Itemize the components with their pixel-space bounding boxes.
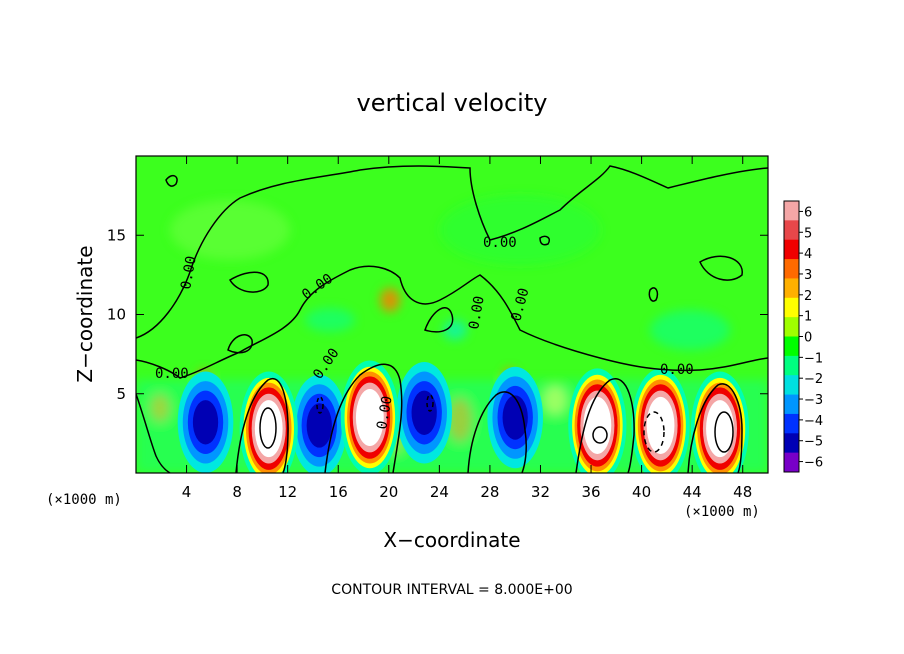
colorbar-bands <box>784 201 799 473</box>
colorbar-band <box>784 336 799 357</box>
x-axis-unit: (×1000 m) <box>684 504 760 520</box>
chart-title: vertical velocity <box>357 89 548 117</box>
colorbar-band <box>784 452 799 473</box>
colorbar-tick-label: 2 <box>804 289 812 304</box>
colorbar-band <box>784 278 799 299</box>
updraft-ring <box>706 400 734 458</box>
colorbar-tick-label: 0 <box>804 331 812 346</box>
updraft-cores <box>239 360 750 473</box>
downdraft-ring <box>306 403 332 448</box>
x-axis-label: X−coordinate <box>383 528 520 552</box>
colorbar-tick-label: −1 <box>804 351 823 366</box>
updraft-ring <box>583 396 612 454</box>
colorbar-tick-label: −6 <box>804 456 823 471</box>
x-tick-label: 36 <box>581 483 600 501</box>
x-tick-label: 20 <box>379 483 398 501</box>
colorbar-band <box>784 201 799 221</box>
contour-interval: CONTOUR INTERVAL = 8.000E+00 <box>331 582 572 598</box>
x-tick-label: 32 <box>531 483 550 501</box>
y-tick-label: 15 <box>107 226 126 244</box>
downdraft-ring <box>502 395 528 440</box>
contour-label: 0.00 <box>483 235 517 251</box>
colorbar-band <box>784 355 799 376</box>
x-tick-label: 40 <box>632 483 651 501</box>
colorbar-band <box>784 317 799 337</box>
plot-field: 0.00 0.00 0.00 0.00 0.00 0.00 0.00 0.00 … <box>136 156 768 473</box>
contour-label: 0.00 <box>466 295 488 331</box>
colorbar-tick-label: 1 <box>804 310 812 325</box>
colorbar-tick-label: 5 <box>804 226 812 241</box>
x-tick-label: 28 <box>480 483 499 501</box>
updraft-ring <box>646 396 675 454</box>
contour-label: 0.00 <box>660 362 694 378</box>
colorbar-tick-label: −4 <box>804 414 823 429</box>
downdraft-cores <box>177 362 544 473</box>
x-tick-label: 12 <box>278 483 297 501</box>
x-axis-ticks: 4 8 12 16 20 24 28 32 36 40 44 48 <box>182 156 752 501</box>
y-axis-label: Z−coordinate <box>73 245 97 382</box>
downdraft-ring <box>411 390 437 435</box>
contour-label: 0.00 <box>178 255 200 291</box>
colorbar-tick-label: 3 <box>804 268 812 283</box>
colorbar: 6 5 4 3 2 1 0 −1 −2 −3 −4 −5 −6 <box>783 200 823 473</box>
x-tick-label: 24 <box>430 483 449 501</box>
colorbar-band <box>784 239 799 260</box>
contour-label: 0.00 <box>155 366 189 382</box>
y-tick-label: 10 <box>107 306 126 324</box>
colorbar-ticks: 6 5 4 3 2 1 0 −1 −2 −3 −4 −5 −6 <box>799 205 823 471</box>
y-axis-ticks: 5 10 15 <box>107 226 768 403</box>
contour-label: 0.00 <box>374 395 396 431</box>
colorbar-band <box>784 259 799 279</box>
y-tick-label: 5 <box>116 385 126 403</box>
colorbar-tick-label: −3 <box>804 393 823 408</box>
x-tick-label: 4 <box>182 483 192 501</box>
colorbar-band <box>784 394 799 415</box>
y-axis-unit: (×1000 m) <box>46 492 122 508</box>
x-tick-label: 16 <box>329 483 348 501</box>
colorbar-tick-label: −2 <box>804 372 823 387</box>
colorbar-tick-label: 6 <box>804 205 812 220</box>
colorbar-band <box>784 220 799 241</box>
colorbar-band <box>784 413 799 434</box>
zero-contours <box>136 165 768 473</box>
x-tick-label: 48 <box>733 483 752 501</box>
x-tick-label: 44 <box>683 483 702 501</box>
x-tick-label: 8 <box>232 483 242 501</box>
downdraft-ring <box>192 400 219 445</box>
colorbar-band <box>784 297 799 318</box>
updraft-ring <box>355 388 384 447</box>
colorbar-tick-label: −5 <box>804 435 823 450</box>
colorbar-tick-label: 4 <box>804 247 812 262</box>
colorbar-band <box>784 433 799 454</box>
colorbar-band <box>784 375 799 396</box>
